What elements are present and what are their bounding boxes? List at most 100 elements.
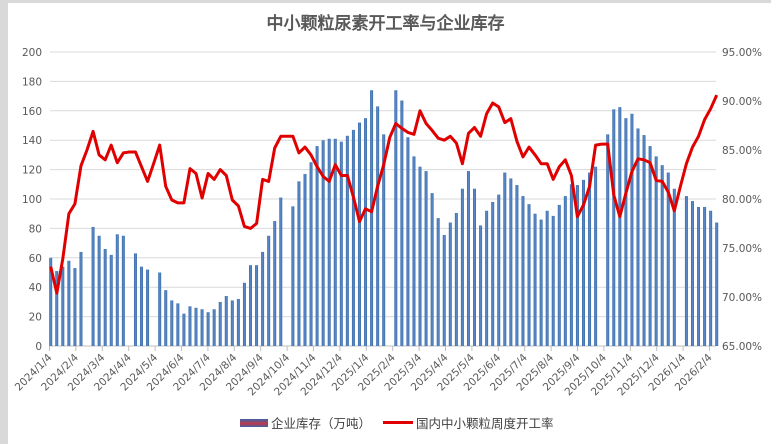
left-axis-tick-label: 160 (22, 106, 42, 118)
inventory-bar (333, 138, 337, 346)
inventory-bar (224, 296, 228, 346)
inventory-bar (684, 196, 688, 346)
legend-line-swatch (383, 421, 414, 424)
inventory-bar (291, 206, 295, 346)
inventory-bar (569, 184, 573, 346)
inventory-bar (454, 212, 458, 346)
inventory-bar (351, 129, 355, 346)
inventory-bar (491, 201, 495, 346)
inventory-bar (133, 253, 137, 346)
inventory-bar (376, 106, 380, 346)
inventory-bar (309, 162, 313, 346)
inventory-bar (418, 166, 422, 346)
inventory-bar (115, 234, 119, 346)
inventory-bar (315, 146, 319, 346)
inventory-bar (703, 206, 707, 346)
inventory-bar (109, 254, 113, 346)
inventory-bar (545, 210, 549, 346)
right-axis-tick-label: 75.00% (722, 243, 762, 255)
inventory-bar (648, 146, 652, 346)
inventory-bar (533, 213, 537, 346)
inventory-bar (91, 226, 95, 346)
inventory-bar (588, 172, 592, 346)
inventory-bar (527, 204, 531, 346)
inventory-bar (594, 166, 598, 346)
inventory-bar (406, 137, 410, 346)
legend-label-operating-rate: 国内中小颗粒周度开工率 (416, 416, 554, 431)
inventory-bar (73, 268, 77, 346)
inventory-bar (660, 165, 664, 346)
legend: 企业库存（万吨） 国内中小颗粒周度开工率 (240, 413, 554, 432)
inventory-bar (436, 218, 440, 346)
right-axis-tick-label: 70.00% (722, 292, 762, 304)
inventory-bar (479, 225, 483, 346)
inventory-bar (218, 301, 222, 346)
inventory-bar (357, 122, 361, 346)
inventory-bar (255, 265, 259, 346)
inventory-bar (394, 90, 398, 346)
inventory-bar (327, 138, 331, 346)
inventory-bar (697, 206, 701, 346)
legend-label-inventory: 企业库存（万吨） (271, 416, 372, 431)
legend-bar-swatch (240, 418, 268, 427)
right-axis-tick-label: 90.00% (722, 96, 762, 108)
inventory-bar (267, 235, 271, 346)
left-axis-tick-label: 80 (29, 223, 42, 235)
inventory-bar (509, 178, 513, 346)
inventory-bar (412, 156, 416, 346)
inventory-bar (188, 306, 192, 346)
inventory-bar (140, 266, 144, 346)
inventory-bar (182, 313, 186, 346)
inventory-bar (630, 113, 634, 347)
inventory-bar (158, 272, 162, 346)
left-axis-tick-label: 140 (22, 135, 42, 147)
inventory-bar (103, 248, 107, 346)
inventory-bar (473, 188, 477, 346)
left-axis-tick-label: 20 (29, 312, 42, 324)
inventory-bar (551, 215, 555, 346)
inventory-bar (557, 204, 561, 346)
inventory-bar (382, 134, 386, 346)
inventory-bar (297, 181, 301, 346)
inventory-bar (612, 109, 616, 346)
inventory-bar (97, 235, 101, 346)
inventory-bar (503, 172, 507, 346)
inventory-bar (636, 128, 640, 346)
right-axis-tick-label: 95.00% (722, 47, 762, 59)
inventory-bar (176, 303, 180, 346)
right-axis-tick-label: 80.00% (722, 194, 762, 206)
right-axis-tick-label: 65.00% (722, 341, 762, 353)
inventory-bar (194, 307, 198, 346)
inventory-bar (121, 235, 125, 346)
inventory-bar (164, 290, 168, 346)
inventory-bar (49, 257, 53, 346)
inventory-bar (448, 222, 452, 346)
inventory-bar (212, 309, 216, 346)
inventory-bar (236, 298, 240, 346)
inventory-bar (460, 188, 464, 346)
inventory-bar (242, 282, 246, 346)
inventory-bar (624, 118, 628, 347)
inventory-bar (485, 210, 489, 346)
inventory-bar (273, 221, 277, 346)
inventory-bar (539, 219, 543, 346)
inventory-bar (521, 196, 525, 346)
inventory-bar (230, 300, 234, 346)
inventory-bar (654, 156, 658, 346)
inventory-bar (497, 194, 501, 346)
inventory-bar (321, 140, 325, 346)
inventory-bar (79, 251, 83, 346)
inventory-bar (606, 134, 610, 346)
inventory-bar (370, 90, 374, 346)
inventory-bar (249, 265, 252, 346)
inventory-bar (575, 185, 579, 346)
inventory-bar (715, 222, 719, 346)
inventory-bar (146, 269, 150, 346)
chart-title: 中小颗粒尿素开工率与企业库存 (266, 14, 505, 34)
inventory-bar (672, 188, 676, 346)
left-axis-tick-label: 100 (22, 194, 42, 206)
inventory-bar (466, 171, 470, 346)
left-axis-tick-label: 0 (35, 341, 42, 353)
